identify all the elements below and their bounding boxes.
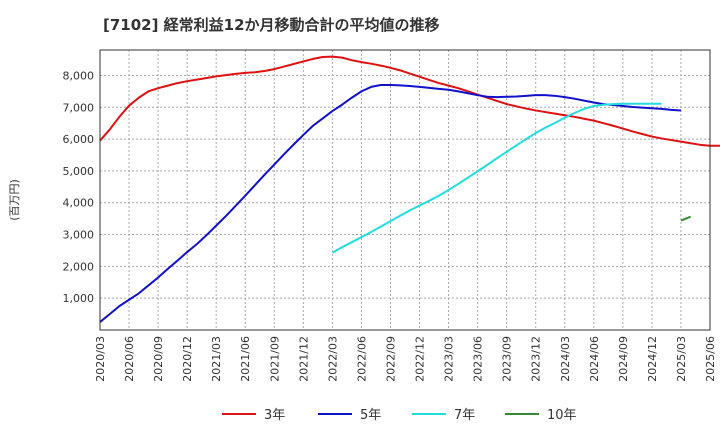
x-tick-label: 2022/06 [355, 336, 368, 382]
y-tick-label: 8,000 [63, 69, 95, 82]
legend-label-2: 7年 [454, 408, 475, 423]
y-tick-label: 3,000 [63, 229, 95, 242]
y-tick-label: 2,000 [63, 260, 95, 273]
x-tick-labels: 2020/03 2020/06 2020/09 2020/12 2021/03 2021/… [94, 336, 717, 382]
y-tick-label: 5,000 [63, 165, 95, 178]
x-tick-label: 2025/03 [675, 336, 688, 382]
x-tick-label: 2022/09 [384, 336, 397, 382]
x-tick-label: 2021/06 [239, 336, 252, 382]
x-tick-label: 2022/03 [326, 336, 339, 382]
x-tick-label: 2022/12 [414, 336, 427, 382]
x-tick-label: 2023/06 [472, 336, 485, 382]
legend-label-1: 5年 [360, 408, 381, 423]
grid-lines [100, 50, 710, 330]
x-tick-label: 2020/06 [123, 336, 136, 382]
y-tick-labels: 1,000 2,000 3,000 4,000 5,000 6,000 7,000 8,000 [63, 69, 95, 305]
x-tick-label: 2024/06 [588, 336, 601, 382]
x-tick-label: 2020/09 [152, 336, 165, 382]
series-line-1 [99, 84, 682, 323]
y-tick-label: 4,000 [63, 197, 95, 210]
x-tick-label: 2021/09 [268, 336, 281, 382]
y-tick-label: 7,000 [63, 101, 95, 114]
x-tick-label: 2025/06 [704, 336, 717, 382]
chart-title: [7102] 経常利益12か月移動合計の平均値の推移 [103, 16, 440, 34]
x-tick-label: 2023/09 [501, 336, 514, 382]
legend-label-0: 3年 [264, 408, 285, 423]
x-tick-label: 2021/03 [210, 336, 223, 382]
series-lines [99, 55, 720, 323]
y-tick-label: 1,000 [63, 292, 95, 305]
series-line-3 [680, 215, 691, 222]
x-tick-label: 2023/12 [530, 336, 543, 382]
legend-label-3: 10年 [547, 408, 577, 423]
x-tick-label: 2024/03 [559, 336, 572, 382]
x-tick-label: 2024/12 [646, 336, 659, 382]
y-tick-label: 6,000 [63, 133, 95, 146]
x-tick-label: 2021/12 [297, 336, 310, 382]
x-tick-label: 2023/03 [443, 336, 456, 382]
x-tick-label: 2024/09 [617, 336, 630, 382]
series-line-2 [331, 102, 662, 254]
y-axis-label: (百万円) [8, 179, 21, 221]
legend: 3年 5年 7年 10年 [222, 408, 577, 423]
plot-frame [99, 49, 711, 331]
series-line-0 [99, 55, 720, 147]
x-tick-label: 2020/03 [94, 336, 107, 382]
x-tick-label: 2020/12 [181, 336, 194, 382]
